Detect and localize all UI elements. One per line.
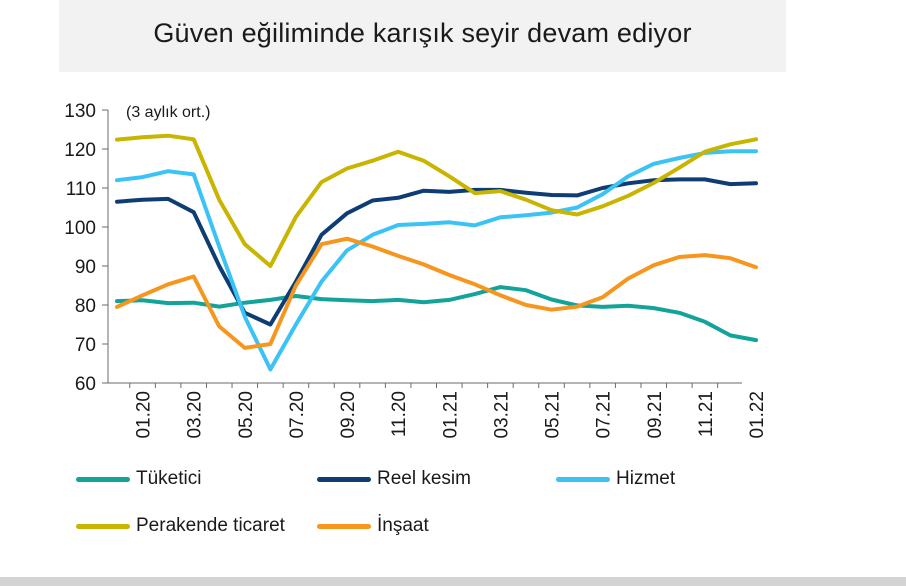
legend-item: Tüketici: [76, 467, 201, 491]
legend-swatch: [76, 476, 130, 482]
series-line-5: [115, 236, 758, 350]
legend-label: Perakende ticaret: [136, 515, 285, 536]
bottom-divider: [0, 577, 906, 586]
y-tick-label: 130: [64, 101, 96, 122]
y-tick-label: 90: [75, 257, 96, 278]
labels-layer: 60 70 80 90 100 110 120 130 01.20 03.20 05.20 07.20…: [64, 101, 768, 439]
legend-label: İnşaat: [377, 515, 429, 536]
x-tick-label: 01.20: [134, 391, 155, 439]
legend-label: Reel kesim: [377, 468, 471, 489]
x-tick-label: 05.21: [543, 391, 564, 439]
y-tick-label: 60: [75, 374, 96, 395]
series-line-2: [115, 177, 758, 327]
series-layer: [115, 133, 758, 372]
y-tick-label: 80: [75, 296, 96, 317]
series-line-4: [115, 133, 758, 268]
x-tick-label: 03.21: [491, 391, 512, 439]
legend-item: Reel kesim: [317, 467, 471, 491]
x-tick-label: 09.20: [338, 391, 359, 439]
chart-annotation: (3 aylık ort.): [126, 104, 210, 121]
x-tick-label: 05.20: [236, 391, 257, 439]
legend-item: Perakende ticaret: [76, 514, 285, 538]
x-tick-label: 01.21: [440, 391, 461, 439]
x-tick-label: 07.21: [594, 391, 615, 439]
x-tick-label: 03.20: [185, 391, 206, 439]
x-tick-label: 01.22: [747, 391, 768, 439]
legend-label: Hizmet: [616, 468, 676, 489]
legend-item: İnşaat: [317, 514, 429, 538]
y-tick-label: 110: [66, 179, 96, 200]
x-tick-label: 07.20: [287, 391, 308, 439]
series-line-1: [115, 285, 758, 343]
title-band: Güven eğiliminde karışık seyir devam edi…: [59, 0, 786, 72]
legend-swatch: [76, 523, 130, 529]
legend-item: Hizmet: [556, 467, 675, 491]
x-tick-label: 11.21: [696, 391, 717, 437]
y-tick-label: 120: [64, 140, 96, 161]
legend-swatch: [556, 476, 610, 482]
chart-title: Güven eğiliminde karışık seyir devam edi…: [153, 18, 692, 48]
chart-axes: [102, 109, 742, 388]
y-tick-label: 100: [64, 218, 96, 239]
legend-swatch: [317, 476, 371, 482]
legend-swatch: [317, 523, 371, 529]
x-tick-label: 11.20: [389, 391, 410, 437]
y-tick-label: 70: [75, 335, 96, 356]
x-tick-label: 09.21: [645, 391, 666, 439]
legend-label: Tüketici: [136, 468, 202, 489]
series-line-3: [115, 149, 758, 372]
